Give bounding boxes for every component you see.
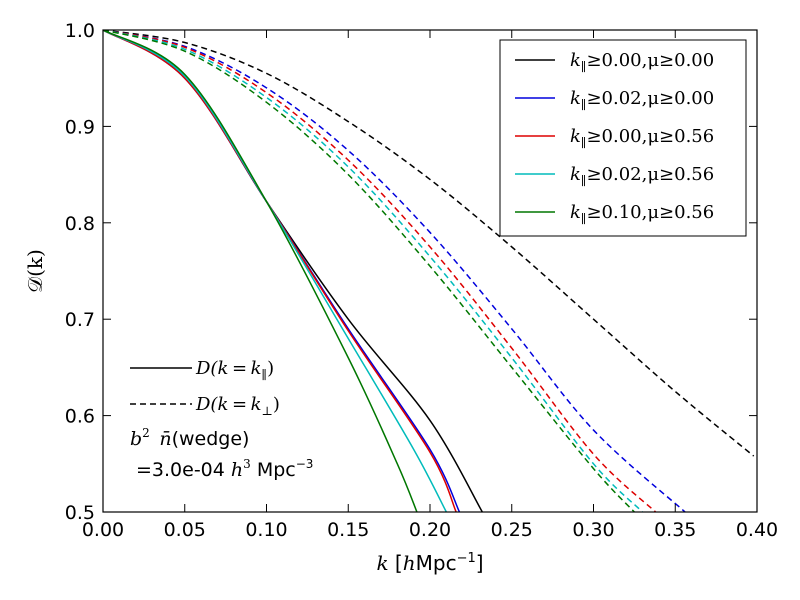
x-tick-label: 0.25	[491, 519, 533, 541]
x-tick-label: 0.20	[409, 519, 451, 541]
axes: 0.00 0.05 0.10 0.15 0.20 0.25 0.30 0.35 0.40 0.5 0…	[23, 20, 778, 575]
legend-label-2: k∥≥0.00,μ≥0.56	[570, 126, 714, 150]
series-1-dashed-line	[103, 30, 686, 512]
x-tick-label: 0.30	[572, 519, 614, 541]
x-tick-label: 0.00	[82, 519, 124, 541]
series-4-solid-line	[103, 30, 418, 512]
legend-box	[499, 39, 747, 237]
x-tick-label: 0.35	[654, 519, 696, 541]
legend-label-1: k∥≥0.02,μ≥0.00	[570, 88, 714, 112]
series-4-dashed-line	[103, 30, 635, 512]
x-tick-label: 0.10	[245, 519, 287, 541]
series-legend: k∥≥0.00,μ≥0.00 k∥≥0.02,μ≥0.00 k∥≥0.00,μ≥0.…	[499, 39, 747, 237]
y-tick-label: 0.6	[65, 406, 95, 428]
legend-label-3: k∥≥0.02,μ≥0.56	[570, 164, 714, 188]
y-tick-label: 0.8	[65, 213, 95, 235]
x-tick-label: 0.40	[736, 519, 778, 541]
y-tick-label: 0.7	[65, 309, 95, 331]
y-tick-label: 0.5	[65, 502, 95, 524]
y-axis-title: 𝒟(k)	[23, 249, 47, 293]
series-3-dashed-line	[103, 30, 644, 512]
y-tick-label: 1.0	[65, 20, 95, 42]
annotation-line-1: b2 n̄(wedge)	[130, 426, 249, 450]
series-2-solid-line	[103, 30, 457, 512]
annotation-line-2: =3.0e-04 h3 Mpc−3	[136, 457, 313, 481]
series-0-dashed-line	[103, 30, 755, 457]
linestyle-label-dashed: D(k = k⊥)	[195, 394, 280, 418]
linestyle-legend: D(k = k∥) D(k = k⊥)	[130, 358, 280, 418]
x-tick-label: 0.15	[327, 519, 369, 541]
plot-marks	[103, 30, 755, 512]
legend-label-0: k∥≥0.00,μ≥0.00	[570, 50, 714, 74]
x-tick-label: 0.05	[164, 519, 206, 541]
series-2-dashed-line	[103, 30, 657, 512]
series-3-solid-line	[103, 30, 448, 512]
legend-label-4: k∥≥0.10,μ≥0.56	[570, 202, 714, 226]
linestyle-label-solid: D(k = k∥)	[195, 358, 274, 382]
x-axis-title: k [hMpc−1]	[376, 551, 483, 575]
y-tick-label: 0.9	[65, 116, 95, 138]
number-density-annotation: b2 n̄(wedge) =3.0e-04 h3 Mpc−3	[130, 426, 313, 481]
